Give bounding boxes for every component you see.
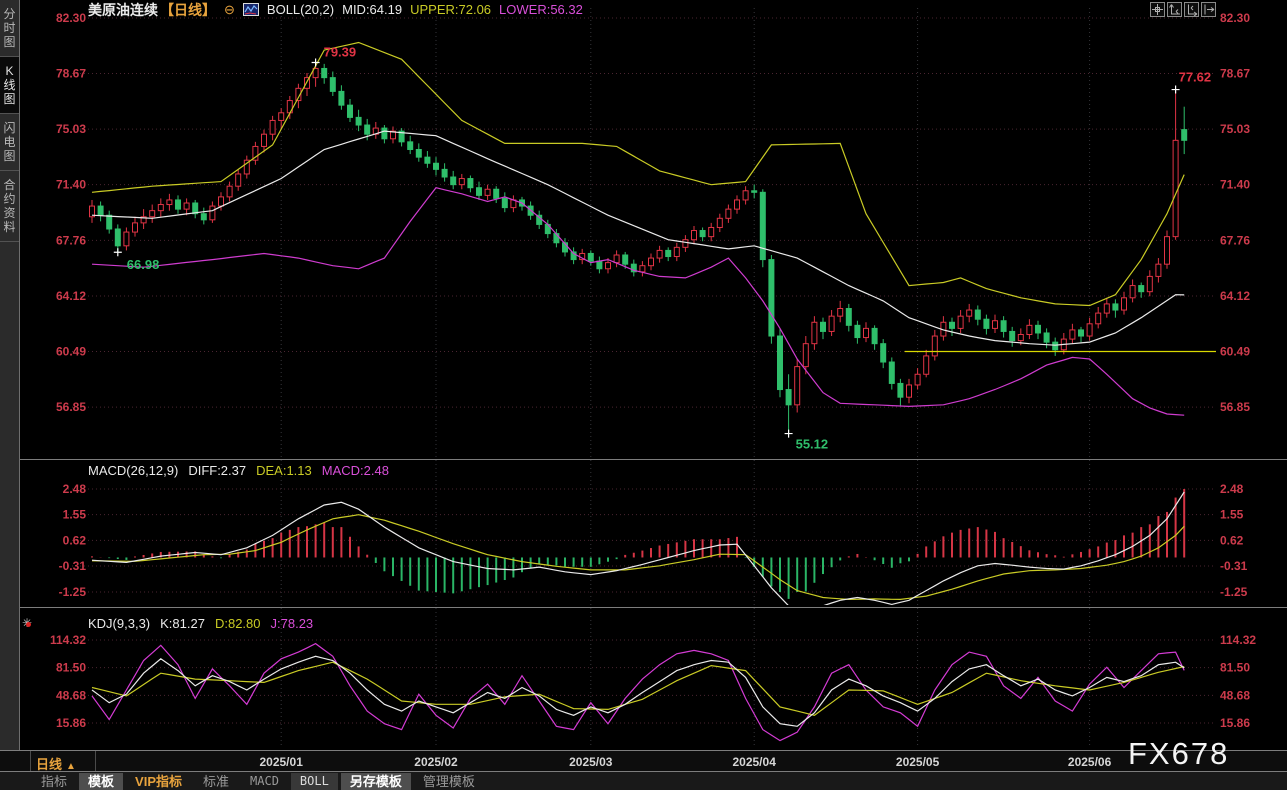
toolbar-boll[interactable]: BOLL xyxy=(290,772,338,790)
svg-text:64.12: 64.12 xyxy=(1220,289,1250,303)
svg-text:79.39: 79.39 xyxy=(324,44,357,59)
toolbar-standard[interactable]: 标准 xyxy=(203,773,230,789)
svg-text:1.55: 1.55 xyxy=(63,508,87,522)
sidebar-tab-time-chart[interactable]: 分时图 xyxy=(0,0,19,57)
svg-text:81.50: 81.50 xyxy=(56,661,86,675)
svg-text:81.50: 81.50 xyxy=(1220,661,1250,675)
macd-macd-value: MACD:2.48 xyxy=(321,463,389,478)
x-axis-month-label: 2025/06 xyxy=(1067,755,1112,769)
svg-text:15.86: 15.86 xyxy=(1220,716,1250,730)
bottom-toolbar: 指标 模板 VIP指标 标准 MACD BOLL 另存模板 管理模板 xyxy=(0,772,1287,790)
price-panel xyxy=(89,62,1188,434)
svg-text:55.12: 55.12 xyxy=(796,437,829,452)
period-selector[interactable]: 日线 ▲ xyxy=(36,754,76,773)
x-axis-month-label: 2025/04 xyxy=(732,755,776,769)
chart-header: 美原油连续 【日线】 ⊖ BOLL(20,2) MID:64.19 UPPER:7… xyxy=(88,1,583,18)
kdj-panel-header: KDJ(9,3,3) K:81.27 D:82.80 J:78.23 xyxy=(88,616,313,631)
svg-text:71.40: 71.40 xyxy=(1220,178,1250,192)
svg-text:15.86: 15.86 xyxy=(56,716,86,730)
toolbar-macd[interactable]: MACD xyxy=(250,773,279,788)
kdj-d-value: D:82.80 xyxy=(214,616,261,631)
svg-text:67.76: 67.76 xyxy=(56,233,86,247)
svg-text:48.68: 48.68 xyxy=(56,688,86,702)
svg-text:78.67: 78.67 xyxy=(56,67,86,81)
svg-text:75.03: 75.03 xyxy=(56,122,86,136)
svg-text:67.76: 67.76 xyxy=(1220,233,1250,247)
symbol-title: 美原油连续 xyxy=(88,1,158,18)
svg-text:64.12: 64.12 xyxy=(56,289,86,303)
sidebar-tab-kline-chart[interactable]: K线图 xyxy=(0,57,19,114)
indicator-settings-icon[interactable]: ✳ xyxy=(22,616,32,630)
macd-indicator-label: MACD(26,12,9) xyxy=(88,463,179,478)
macd-dea-value: DEA:1.13 xyxy=(256,463,312,478)
chevron-up-icon: ▲ xyxy=(66,761,76,772)
toolbar-templates[interactable]: 模板 xyxy=(79,772,124,790)
chart-tool-icons xyxy=(1150,2,1216,17)
svg-text:78.67: 78.67 xyxy=(1220,67,1250,81)
svg-text:-0.31: -0.31 xyxy=(1220,559,1248,573)
svg-text:60.49: 60.49 xyxy=(56,344,86,358)
period-selector-label: 日线 xyxy=(36,757,63,772)
panel-separator xyxy=(20,607,1287,608)
svg-text:71.40: 71.40 xyxy=(56,178,86,192)
svg-text:82.30: 82.30 xyxy=(1220,11,1250,25)
boll-lower-value: LOWER:56.32 xyxy=(499,2,583,17)
fx678-watermark: FX678 xyxy=(1128,736,1230,771)
shift-right-icon[interactable] xyxy=(1201,2,1216,17)
svg-text:56.85: 56.85 xyxy=(56,400,86,414)
svg-text:77.62: 77.62 xyxy=(1179,70,1212,85)
svg-text:-1.25: -1.25 xyxy=(59,585,87,599)
kdj-j-value: J:78.23 xyxy=(270,616,314,631)
svg-text:75.03: 75.03 xyxy=(1220,122,1250,136)
boll-mid-value: MID:64.19 xyxy=(342,2,403,17)
macd-panel-header: MACD(26,12,9) DIFF:2.37 DEA:1.13 MACD:2.… xyxy=(88,463,389,478)
boll-upper-value: UPPER:72.06 xyxy=(410,2,492,17)
x-axis-month-label: 2025/03 xyxy=(569,755,613,769)
scale-x-axis-icon[interactable] xyxy=(1184,2,1199,17)
boll-indicator-label: BOLL(20,2) xyxy=(266,2,335,17)
x-axis-month-label: 2025/02 xyxy=(414,755,458,769)
toolbar-vip-indicators[interactable]: VIP指标 xyxy=(135,773,182,789)
svg-text:56.85: 56.85 xyxy=(1220,400,1250,414)
svg-text:114.32: 114.32 xyxy=(1220,633,1256,647)
svg-text:1.55: 1.55 xyxy=(1220,508,1244,522)
chart-canvas[interactable]: 82.30 82.30 78.67 78.67 75.03 75.03 71.40 71.40… xyxy=(20,0,1287,750)
svg-text:-1.25: -1.25 xyxy=(1220,585,1248,599)
svg-text:114.32: 114.32 xyxy=(50,633,86,647)
kdj-indicator-label: KDJ(9,3,3) xyxy=(88,616,151,631)
collapse-icon[interactable]: ⊖ xyxy=(224,1,235,17)
sidebar-tab-flash-chart[interactable]: 闪电图 xyxy=(0,114,19,171)
toolbar-save-template[interactable]: 另存模板 xyxy=(340,772,411,790)
sidebar-tab-contract-info[interactable]: 合约资料 xyxy=(0,171,19,242)
panel-separator xyxy=(20,459,1287,460)
svg-text:60.49: 60.49 xyxy=(1220,344,1250,358)
date-axis-row: 日线 ▲ 2025/01 2025/02 2025/03 2025/04 2025/05 2… xyxy=(0,750,1287,772)
svg-text:2.48: 2.48 xyxy=(1220,482,1244,496)
chart-type-sidebar: 分时图 K线图 闪电图 合约资料 xyxy=(0,0,20,750)
svg-text:48.68: 48.68 xyxy=(1220,688,1250,702)
svg-text:66.98: 66.98 xyxy=(127,257,160,272)
crosshair-icon[interactable] xyxy=(1150,2,1165,17)
svg-text:-0.31: -0.31 xyxy=(59,559,87,573)
date-row-divider xyxy=(95,751,96,771)
kdj-k-value: K:81.27 xyxy=(160,616,205,631)
period-tag: 【日线】 xyxy=(160,1,216,18)
svg-text:0.62: 0.62 xyxy=(63,533,87,547)
macd-diff-value: DIFF:2.37 xyxy=(188,463,247,478)
svg-text:2.48: 2.48 xyxy=(63,482,87,496)
chart-main-area: 82.30 82.30 78.67 78.67 75.03 75.03 71.40 71.40… xyxy=(20,0,1287,790)
indicator-chart-icon[interactable] xyxy=(242,3,259,16)
toolbar-indicators[interactable]: 指标 xyxy=(41,773,68,789)
date-row-divider xyxy=(30,751,31,771)
x-axis-month-label: 2025/05 xyxy=(895,755,940,769)
svg-text:82.30: 82.30 xyxy=(56,11,86,25)
svg-text:0.62: 0.62 xyxy=(1220,533,1244,547)
toolbar-manage-templates[interactable]: 管理模板 xyxy=(422,773,475,789)
scale-y-axis-icon[interactable] xyxy=(1167,2,1182,17)
x-axis-month-label: 2025/01 xyxy=(259,755,303,769)
